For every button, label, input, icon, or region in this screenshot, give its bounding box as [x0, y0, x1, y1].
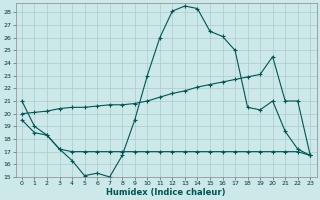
X-axis label: Humidex (Indice chaleur): Humidex (Indice chaleur): [106, 188, 226, 197]
